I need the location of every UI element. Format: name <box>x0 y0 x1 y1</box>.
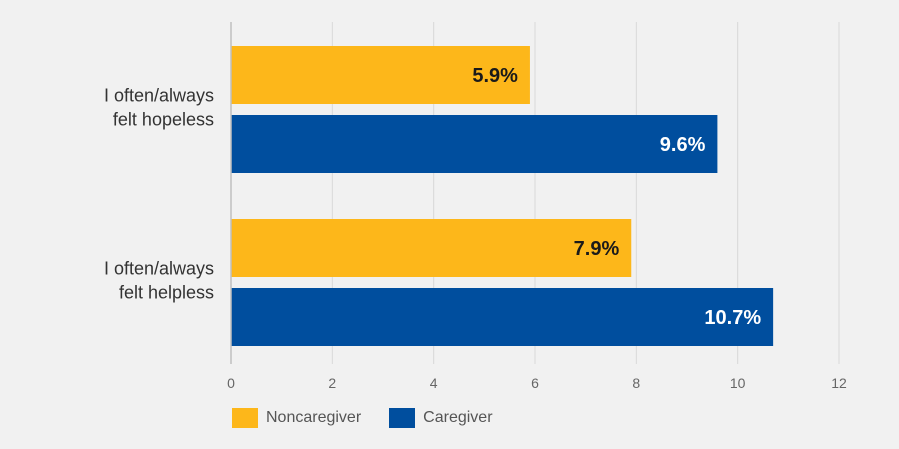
category-label-1-line-1: I often/always <box>104 86 214 106</box>
data-label-caregiver-2: 10.7% <box>704 307 761 329</box>
category-label-1-line-2: felt hopeless <box>113 110 214 130</box>
x-tick-label-4: 4 <box>430 375 438 391</box>
data-label-noncaregiver-2: 7.9% <box>574 238 620 260</box>
legend-item-caregiver: Caregiver <box>389 408 493 428</box>
x-tick-label-8: 8 <box>632 375 640 391</box>
legend-swatch-caregiver <box>389 408 416 428</box>
bar-caregiver-2 <box>231 288 774 346</box>
data-label-noncaregiver-1: 5.9% <box>472 65 518 87</box>
legend-swatch-noncaregiver <box>232 408 258 428</box>
bar-noncaregiver-2 <box>231 219 632 277</box>
legend-label-noncaregiver: Noncaregiver <box>266 409 362 426</box>
legend: Noncaregiver Caregiver <box>232 408 521 428</box>
bar-caregiver-1 <box>231 115 718 173</box>
x-tick-label-2: 2 <box>328 375 336 391</box>
legend-label-caregiver: Caregiver <box>423 409 493 426</box>
data-label-caregiver-1: 9.6% <box>660 134 706 156</box>
x-tick-label-6: 6 <box>531 375 539 391</box>
x-tick-label-12: 12 <box>831 375 847 391</box>
legend-item-noncaregiver: Noncaregiver <box>232 408 361 428</box>
x-tick-label-0: 0 <box>227 375 235 391</box>
category-label-2-line-2: felt helpless <box>119 283 214 303</box>
category-label-2-line-1: I often/always <box>104 259 214 279</box>
x-tick-label-10: 10 <box>730 375 746 391</box>
bar-noncaregiver-1 <box>231 46 530 104</box>
